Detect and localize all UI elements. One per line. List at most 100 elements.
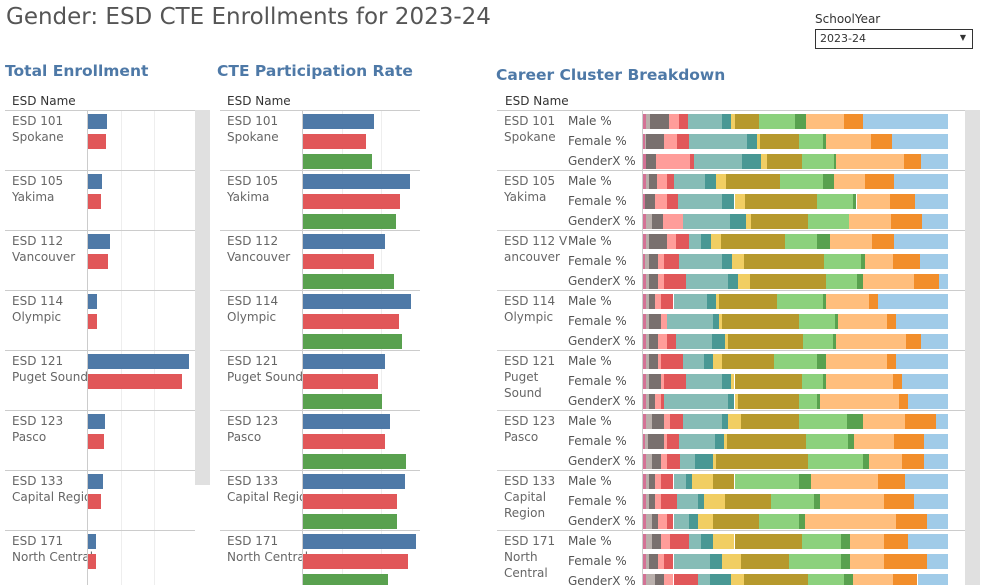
stacked-bar-genderx[interactable] [643,574,948,585]
cluster-segment[interactable] [713,354,723,369]
stacked-bar-male[interactable] [643,534,948,549]
male-bar[interactable] [302,114,374,129]
cluster-segment[interactable] [823,174,835,189]
cluster-segment[interactable] [667,334,677,349]
cluster-segment[interactable] [883,494,915,509]
cluster-segment[interactable] [826,274,857,289]
cluster-segment[interactable] [920,254,948,269]
stacked-bar-female[interactable] [643,554,948,569]
cluster-segment[interactable] [646,174,650,189]
cluster-segment[interactable] [643,134,646,149]
cluster-segment[interactable] [661,494,677,509]
cluster-segment[interactable] [734,394,738,409]
cluster-segment[interactable] [713,534,735,549]
cluster-segment[interactable] [868,454,903,469]
cluster-segment[interactable] [926,514,948,529]
cluster-segment[interactable] [643,254,646,269]
esd-row[interactable]: ESD 105 Yakima [220,171,420,231]
cluster-segment[interactable] [643,434,646,449]
cluster-segment[interactable] [643,154,647,169]
cluster-segment[interactable] [701,234,712,249]
cluster-segment[interactable] [896,354,948,369]
cluster-segment[interactable] [646,494,650,509]
esd-row[interactable]: ESD 133 Capital Region [5,471,195,531]
cluster-segment[interactable] [833,154,837,169]
esd-row[interactable]: ESD 101 Spokane [5,111,195,171]
cluster-segment[interactable] [817,234,830,249]
cluster-segment[interactable] [819,494,884,509]
cluster-segment[interactable] [646,294,650,309]
cluster-segment[interactable] [758,114,795,129]
cluster-segment[interactable] [658,334,668,349]
cluster-segment[interactable] [661,374,665,389]
cluster-segment[interactable] [843,114,863,129]
cluster-segment[interactable] [734,474,799,489]
cluster-segment[interactable] [908,394,948,409]
cluster-segment[interactable] [649,494,656,509]
esd-row[interactable]: ESD 123 Pasco [5,411,195,471]
cluster-segment[interactable] [649,274,659,289]
stacked-bar-female[interactable] [643,194,948,209]
cluster-segment[interactable] [655,394,662,409]
esd-row[interactable]: ESD 114 Olympic [220,291,420,351]
cluster-segment[interactable] [727,434,806,449]
cluster-segment[interactable] [704,494,726,509]
scrollbar[interactable] [965,110,980,585]
cluster-segment[interactable] [734,194,745,209]
cluster-segment[interactable] [663,254,680,269]
cluster-segment[interactable] [838,314,887,329]
cluster-segment[interactable] [746,134,757,149]
cluster-segment[interactable] [673,554,711,569]
female-bar[interactable] [302,314,400,329]
cluster-segment[interactable] [658,354,662,369]
cluster-segment[interactable] [711,234,721,249]
esd-row[interactable]: ESD 114 Olympic Male % Female % GenderX % [497,291,965,351]
cluster-segment[interactable] [862,454,869,469]
cluster-segment[interactable] [679,254,723,269]
cluster-segment[interactable] [673,574,698,585]
cluster-segment[interactable] [883,554,927,569]
cluster-segment[interactable] [744,194,817,209]
cluster-segment[interactable] [902,374,948,389]
cluster-segment[interactable] [920,334,948,349]
cluster-segment[interactable] [887,314,897,329]
male-bar[interactable] [302,474,406,489]
cluster-segment[interactable] [667,194,679,209]
cluster-segment[interactable] [871,234,895,249]
stacked-bar-female[interactable] [643,374,948,389]
cluster-segment[interactable] [707,294,717,309]
cluster-segment[interactable] [893,174,948,189]
cluster-segment[interactable] [734,374,802,389]
cluster-segment[interactable] [646,454,653,469]
cluster-segment[interactable] [771,494,814,509]
cluster-segment[interactable] [678,194,723,209]
cluster-segment[interactable] [731,254,744,269]
cluster-segment[interactable] [694,454,714,469]
male-bar[interactable] [87,354,189,369]
cluster-segment[interactable] [646,514,653,529]
cluster-segment[interactable] [646,574,656,585]
cluster-segment[interactable] [915,194,948,209]
cluster-segment[interactable] [902,454,924,469]
stacked-bar-genderx[interactable] [643,154,948,169]
cluster-segment[interactable] [661,454,668,469]
cluster-segment[interactable] [688,514,698,529]
cluster-segment[interactable] [643,514,647,529]
cluster-segment[interactable] [807,574,845,585]
cluster-segment[interactable] [652,214,664,229]
female-bar[interactable] [87,194,102,209]
cluster-segment[interactable] [805,434,849,449]
cluster-segment[interactable] [688,134,747,149]
cluster-segment[interactable] [896,314,948,329]
stacked-bar-male[interactable] [643,234,948,249]
cluster-segment[interactable] [652,414,665,429]
cluster-segment[interactable] [646,334,650,349]
cluster-segment[interactable] [841,554,851,569]
cluster-segment[interactable] [730,214,747,229]
female-bar[interactable] [302,254,374,269]
cluster-segment[interactable] [905,414,936,429]
cluster-segment[interactable] [643,374,647,389]
cluster-segment[interactable] [643,574,647,585]
stacked-bar-genderx[interactable] [643,274,948,289]
female-bar[interactable] [302,374,378,389]
